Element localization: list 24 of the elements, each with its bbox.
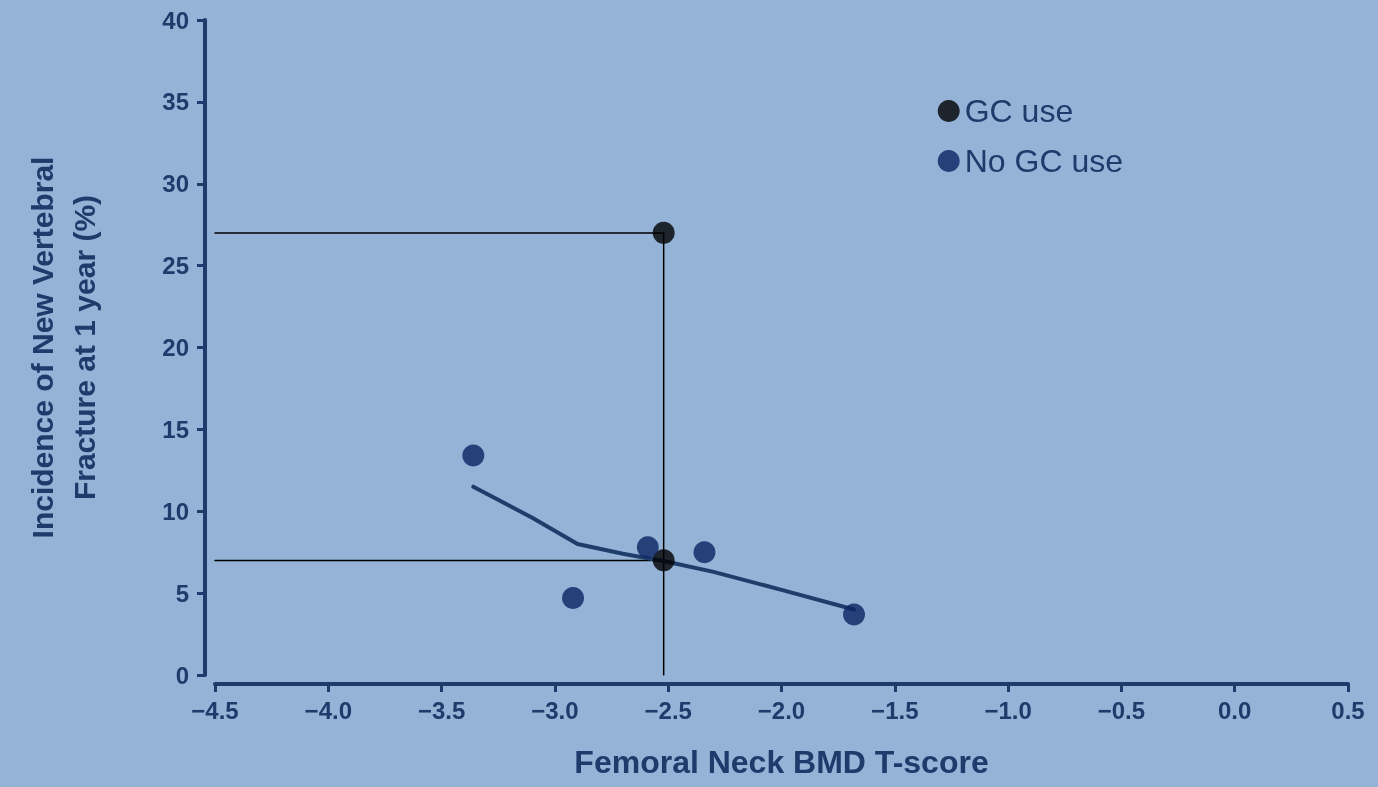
legend-label: GC use: [964, 93, 1074, 129]
y-tick-label: 35: [162, 88, 189, 116]
y-tick-label: 0: [175, 661, 189, 689]
legend-label: No GC use: [964, 143, 1123, 179]
y-tick-label: 10: [162, 497, 189, 525]
x-tick-label: −1.5: [871, 696, 919, 724]
y-tick-label: 20: [162, 334, 189, 361]
x-axis-title: Femoral Neck BMD T-score: [574, 744, 989, 780]
x-tick-label: −2.0: [757, 696, 806, 724]
x-tick-label: −4.5: [191, 696, 239, 724]
x-tick-label: −2.5: [644, 696, 692, 724]
x-tick-label: −1.0: [984, 696, 1032, 724]
y-tick-label: 30: [162, 170, 189, 198]
x-tick-label: −0.5: [1097, 696, 1146, 724]
x-tick-label: −3.0: [531, 696, 579, 724]
y-tick-label: 15: [162, 415, 189, 443]
y-axis-title: Incidence of New Vertebral Fracture at 1 year (%): [25, 156, 101, 539]
x-tick-label: −3.5: [417, 696, 466, 724]
y-tick-label: 25: [162, 252, 189, 280]
y-tick-label: 5: [175, 579, 189, 607]
x-tick-label: −4.0: [304, 696, 352, 724]
x-tick-label: 0.5: [1331, 696, 1365, 724]
x-tick-label: 0.0: [1218, 696, 1252, 724]
y-tick-label: 40: [162, 6, 189, 34]
